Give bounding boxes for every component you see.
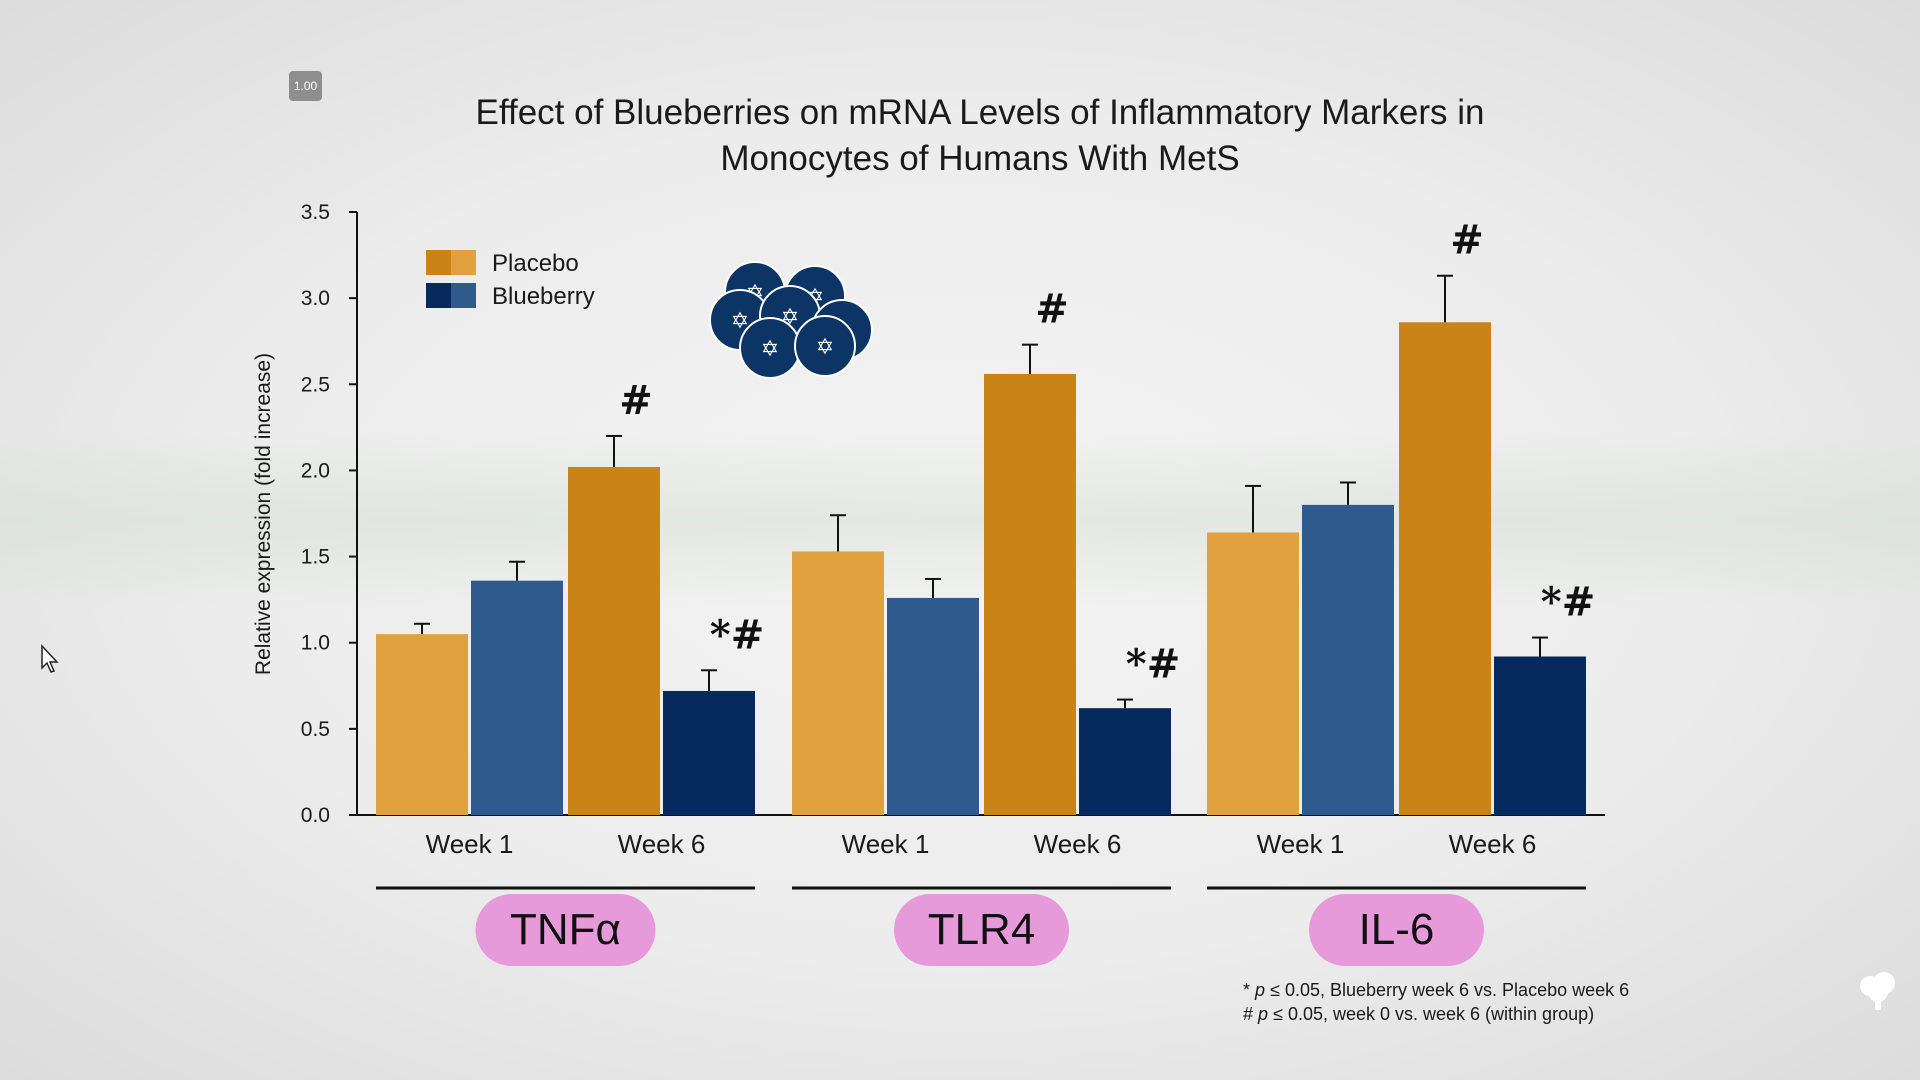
footnote-line2: # p ≤ 0.05, week 0 vs. week 6 (within gr… — [1243, 1004, 1595, 1024]
legend-swatch — [451, 283, 476, 308]
significance-annotation: *# — [1541, 579, 1595, 626]
y-tick-label: 0.0 — [301, 804, 330, 827]
group-label-pill — [1309, 894, 1484, 966]
y-axis-label: Relative expression (fold increase) — [252, 353, 275, 675]
bar — [471, 580, 563, 815]
svg-text:✡: ✡ — [816, 335, 834, 360]
x-tick-label: Week 1 — [1257, 829, 1345, 859]
significance-annotation: *# — [710, 611, 764, 658]
blueberry-cluster-icon: ✡✡✡✡✡✡✡ — [709, 261, 873, 379]
group-label: TLR4 — [928, 905, 1036, 954]
mouse-cursor-icon — [41, 644, 59, 673]
group-label: TNFα — [510, 905, 621, 954]
group-label: IL-6 — [1359, 905, 1435, 954]
bar — [663, 690, 755, 815]
significance-annotation: # — [1035, 286, 1069, 333]
bar — [1079, 708, 1171, 815]
footnotes: * p ≤ 0.05, Blueberry week 6 vs. Placebo… — [1243, 978, 1629, 1026]
speed-badge[interactable]: 1.00 — [289, 71, 322, 101]
significance-annotation: *# — [1126, 641, 1180, 688]
y-tick-label: 3.5 — [301, 201, 330, 224]
bar — [1207, 532, 1299, 815]
chart-title-line1: Effect of Blueberries on mRNA Levels of … — [475, 93, 1485, 132]
svg-text:✡: ✡ — [731, 309, 749, 334]
bar — [1302, 504, 1394, 815]
x-tick-label: Week 1 — [426, 829, 514, 859]
x-tick-label: Week 6 — [618, 829, 706, 859]
legend-label: Placebo — [492, 250, 579, 277]
y-tick-label: 1.0 — [301, 632, 330, 655]
legend-swatch — [451, 250, 476, 275]
footnote-line1: * p ≤ 0.05, Blueberry week 6 vs. Placebo… — [1243, 980, 1630, 1000]
tree-logo-icon — [1860, 972, 1895, 1010]
y-tick-label: 0.5 — [301, 718, 330, 741]
bar — [792, 551, 884, 815]
bar — [887, 597, 979, 815]
y-tick-label: 3.0 — [301, 287, 330, 310]
bar — [376, 634, 468, 815]
chart-title-line2: Monocytes of Humans With MetS — [720, 139, 1240, 178]
bar — [568, 466, 660, 815]
bar — [1399, 322, 1491, 815]
svg-text:✡: ✡ — [761, 337, 779, 362]
y-tick-label: 2.0 — [301, 459, 330, 482]
y-tick-label: 2.5 — [301, 373, 330, 396]
chart-title: Effect of Blueberries on mRNA Levels of … — [380, 90, 1580, 182]
x-tick-label: Week 6 — [1034, 829, 1122, 859]
significance-annotation: # — [1450, 217, 1484, 264]
x-tick-label: Week 1 — [842, 829, 930, 859]
bar — [984, 373, 1076, 815]
significance-annotation: # — [619, 377, 653, 424]
legend-label: Blueberry — [492, 283, 595, 310]
bar — [1494, 656, 1586, 815]
y-tick-label: 1.5 — [301, 546, 330, 569]
legend-swatch — [426, 283, 451, 308]
legend-swatch — [426, 250, 451, 275]
group-label-pill — [475, 894, 656, 966]
x-tick-label: Week 6 — [1449, 829, 1537, 859]
group-label-pill — [894, 894, 1069, 966]
